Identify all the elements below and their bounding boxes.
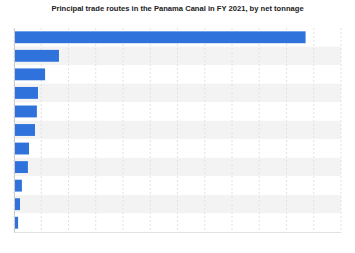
grid-line — [68, 28, 69, 232]
grid-line — [123, 28, 124, 232]
grid-line — [313, 28, 314, 232]
bars — [14, 31, 306, 228]
bar — [14, 50, 59, 62]
grid — [14, 28, 341, 232]
y-axis — [14, 29, 16, 233]
bar — [14, 31, 306, 43]
chart: Principal trade routes in the Panama Can… — [0, 0, 355, 253]
bar — [14, 68, 45, 80]
y-axis-line — [14, 29, 15, 233]
grid-line — [259, 28, 260, 232]
bar — [14, 161, 28, 173]
grid-line — [95, 28, 96, 232]
bar — [14, 106, 37, 118]
grid-line — [150, 28, 151, 232]
bar — [14, 87, 38, 99]
grid-line — [232, 28, 233, 232]
grid-line — [14, 28, 15, 232]
x-axis-line — [15, 232, 342, 233]
row-stripe — [14, 28, 341, 47]
bar — [14, 180, 22, 192]
row-stripes — [14, 28, 341, 232]
grid-line — [204, 28, 205, 232]
bar — [14, 143, 29, 155]
title: Principal trade routes in the Panama Can… — [51, 4, 303, 13]
grid-line — [286, 28, 287, 232]
x-axis — [15, 232, 342, 234]
bar — [14, 124, 35, 136]
grid-line — [177, 28, 178, 232]
grid-line — [341, 28, 342, 232]
